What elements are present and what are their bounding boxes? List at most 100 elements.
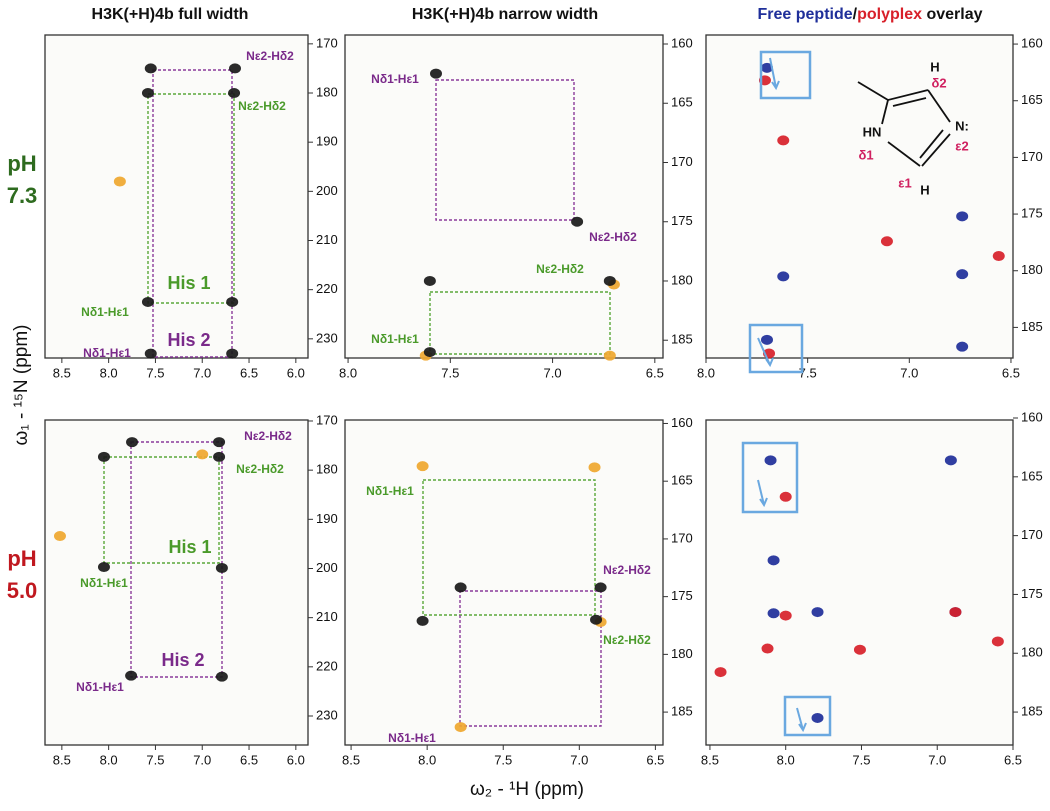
y-tick-label: 180 bbox=[316, 84, 338, 99]
highlight-box bbox=[741, 441, 799, 514]
title-part: H3K(+H)4b narrow width bbox=[412, 6, 598, 23]
x-tick-label: 7.0 bbox=[193, 365, 211, 380]
x-tick-label: 6.5 bbox=[240, 752, 258, 767]
y-tick-label: 220 bbox=[316, 281, 338, 296]
peak bbox=[714, 667, 727, 678]
arrow-head bbox=[765, 357, 774, 368]
x-tick-label: 7.5 bbox=[441, 365, 459, 380]
plot-area bbox=[705, 34, 1014, 359]
peak bbox=[594, 582, 607, 593]
panel-title: H3K(+H)4b full width bbox=[92, 6, 249, 23]
peak bbox=[764, 455, 777, 466]
x-tick-label: 8.0 bbox=[418, 752, 436, 767]
peak bbox=[956, 341, 969, 352]
y-tick-label: 165 bbox=[1021, 468, 1043, 483]
assignment-line bbox=[435, 79, 575, 221]
peak bbox=[590, 614, 603, 625]
peak-label: Nε2-Hδ2 bbox=[236, 462, 284, 476]
y-tick-label: 175 bbox=[671, 588, 693, 603]
peak bbox=[777, 271, 790, 282]
peak bbox=[213, 451, 226, 462]
y-tick-label: 160 bbox=[671, 415, 693, 430]
arrow-head bbox=[798, 722, 807, 733]
bond bbox=[887, 141, 921, 167]
peak-label: Nδ1-Hε1 bbox=[366, 484, 414, 498]
y-tick-label: 160 bbox=[671, 35, 693, 50]
peak bbox=[416, 615, 429, 626]
y-tick-label: 175 bbox=[671, 213, 693, 228]
peak bbox=[603, 275, 616, 286]
peak bbox=[944, 455, 957, 466]
peak bbox=[141, 88, 154, 99]
y-tick-label: 200 bbox=[316, 560, 338, 575]
y-tick-label: 180 bbox=[316, 462, 338, 477]
peak bbox=[949, 607, 962, 618]
title-part: H3K(+H)4b full width bbox=[92, 6, 249, 23]
y-tick-label: 170 bbox=[1021, 149, 1043, 164]
x-tick-label: 7.0 bbox=[193, 752, 211, 767]
bond bbox=[857, 81, 889, 101]
plot-area bbox=[344, 419, 664, 746]
peak bbox=[603, 350, 616, 361]
y-tick-label: 210 bbox=[316, 609, 338, 624]
y-tick-label: 165 bbox=[671, 95, 693, 110]
y-tick-label: 160 bbox=[1021, 409, 1043, 424]
y-tick-label: 180 bbox=[671, 272, 693, 287]
x-tick-label: 6.5 bbox=[1004, 752, 1022, 767]
title-part: Free peptide bbox=[758, 6, 853, 23]
atom-label: H bbox=[920, 182, 929, 197]
y-tick-label: 165 bbox=[671, 473, 693, 488]
bond bbox=[881, 99, 889, 125]
x-tick-label: 7.5 bbox=[852, 752, 870, 767]
bond bbox=[919, 129, 944, 159]
peak-label: Nε2-Hδ2 bbox=[603, 563, 651, 577]
peak-label: His 1 bbox=[167, 273, 210, 293]
peak bbox=[853, 644, 866, 655]
peak-label: Nε2-Hδ2 bbox=[246, 49, 294, 63]
plot-area bbox=[705, 419, 1014, 746]
peak bbox=[956, 211, 969, 222]
peak bbox=[811, 712, 824, 723]
atom-label: ε1 bbox=[898, 175, 911, 190]
arrow bbox=[769, 57, 777, 89]
peak-label: Nδ1-Hε1 bbox=[371, 72, 419, 86]
bond bbox=[921, 133, 951, 167]
x-tick-label: 7.0 bbox=[544, 365, 562, 380]
peak bbox=[811, 607, 824, 618]
x-tick-label: 6.0 bbox=[287, 752, 305, 767]
peak bbox=[779, 491, 792, 502]
y-tick-label: 220 bbox=[316, 658, 338, 673]
bond bbox=[927, 89, 951, 123]
x-tick-label: 7.0 bbox=[928, 752, 946, 767]
arrow bbox=[796, 707, 804, 731]
atom-label: N: bbox=[955, 118, 969, 133]
peak bbox=[777, 135, 790, 146]
y-tick-label: 180 bbox=[1021, 262, 1043, 277]
y-tick-label: 175 bbox=[1021, 586, 1043, 601]
y-tick-label: 185 bbox=[671, 332, 693, 347]
atom-label: δ1 bbox=[858, 147, 873, 162]
peak-label: Nδ1-Hε1 bbox=[80, 576, 128, 590]
plot-area bbox=[44, 419, 309, 746]
y-tick-label: 230 bbox=[316, 707, 338, 722]
arrow-head bbox=[771, 80, 780, 91]
peak bbox=[416, 461, 429, 472]
atom-label: HN bbox=[863, 124, 882, 139]
peak-label: His 2 bbox=[167, 330, 210, 350]
bond bbox=[887, 89, 929, 101]
x-tick-label: 7.5 bbox=[494, 752, 512, 767]
peak bbox=[215, 562, 228, 573]
assignment-line bbox=[130, 441, 223, 678]
plot-area bbox=[44, 34, 309, 359]
x-tick-label: 6.5 bbox=[646, 365, 664, 380]
assignment-line bbox=[103, 456, 220, 564]
y-tick-label: 180 bbox=[1021, 645, 1043, 660]
assignment-line bbox=[152, 69, 233, 358]
y-tick-label: 170 bbox=[1021, 527, 1043, 542]
peak-label: Nε2-Hδ2 bbox=[244, 429, 292, 443]
x-tick-label: 8.0 bbox=[697, 365, 715, 380]
peak bbox=[144, 348, 157, 359]
peak bbox=[53, 531, 66, 542]
x-tick-label: 8.5 bbox=[701, 752, 719, 767]
y-tick-label: 185 bbox=[1021, 319, 1043, 334]
